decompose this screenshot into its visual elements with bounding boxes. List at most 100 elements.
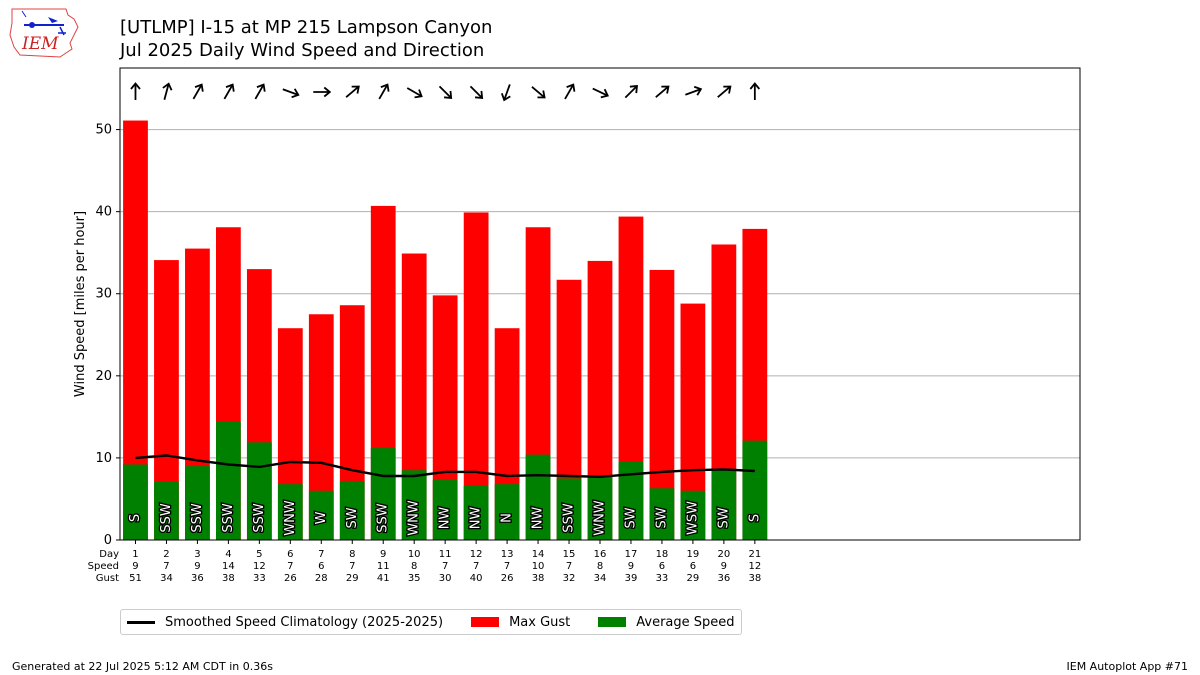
- wind-chart: S SSW SSW SSW SSW WNW W SW SSW WNW NW NW N NW SSW WNW SW…: [73, 67, 1081, 584]
- arrow-head: [380, 83, 390, 92]
- direction-label: WNW: [283, 500, 298, 536]
- legend-label-speed: Average Speed: [636, 614, 735, 630]
- direction-arrow: [531, 86, 546, 99]
- gust-label: 29: [687, 573, 700, 584]
- direction-label: SSW: [376, 503, 391, 533]
- arrow-shaft: [592, 87, 608, 97]
- arrow-head: [723, 85, 732, 94]
- arrow-head: [749, 82, 761, 90]
- direction-label: SW: [654, 507, 669, 528]
- direction-label: SSW: [252, 503, 267, 533]
- arrow-head: [291, 88, 300, 99]
- speed-bar: [246, 442, 272, 540]
- chart-title: [UTLMP] I-15 at MP 215 Lampson Canyon: [120, 17, 493, 38]
- speed-label: 7: [504, 561, 510, 572]
- speed-label: 7: [442, 561, 448, 572]
- y-tick-label: 40: [95, 205, 112, 220]
- footer-app: IEM Autoplot App #71: [1066, 660, 1189, 673]
- gust-label: 29: [346, 573, 359, 584]
- speed-bar: [277, 484, 303, 540]
- direction-arrow: [130, 82, 141, 100]
- arrow-shaft: [192, 84, 203, 100]
- speed-label: 6: [318, 561, 324, 572]
- speed-label: 7: [566, 561, 572, 572]
- y-tick-label: 0: [104, 533, 112, 548]
- arrow-head: [162, 82, 173, 91]
- day-label: 6: [287, 549, 293, 560]
- speed-bar: [123, 464, 148, 540]
- speed-bar: [556, 478, 582, 540]
- speed-bar: [649, 488, 675, 540]
- speed-label: 7: [163, 561, 169, 572]
- direction-label: SSW: [159, 503, 174, 533]
- iem-logo: IEM: [8, 5, 80, 59]
- chart-subtitle: Jul 2025 Daily Wind Speed and Direction: [120, 40, 485, 61]
- speed-label: 7: [473, 561, 479, 572]
- speed-bar: [216, 421, 241, 540]
- direction-label: SW: [716, 507, 731, 528]
- arrow-head: [225, 83, 235, 92]
- speed-bar: [525, 454, 551, 540]
- direction-arrow: [717, 85, 732, 98]
- direction-label: NW: [469, 507, 484, 530]
- gust-label: 34: [594, 573, 607, 584]
- speed-label: 9: [721, 561, 727, 572]
- y-tick-label: 20: [95, 369, 112, 384]
- direction-arrow: [624, 84, 638, 99]
- climatology-line: [135, 454, 755, 479]
- legend-label-gust: Max Gust: [509, 614, 571, 630]
- day-label: 15: [563, 549, 576, 560]
- speed-label: 11: [377, 561, 390, 572]
- speed-label: 8: [597, 561, 603, 572]
- direction-label: S: [128, 514, 143, 522]
- gust-label: 30: [439, 573, 452, 584]
- direction-label: SW: [345, 507, 360, 528]
- arrow-head: [500, 92, 511, 102]
- arrow-shaft: [469, 85, 483, 99]
- arrow-shaft: [624, 85, 638, 99]
- arrow-head: [474, 90, 484, 100]
- day-label: 21: [748, 549, 761, 560]
- x-axis-labels: 1951273439364143851233672676288729911411…: [88, 540, 761, 584]
- gust-label: 36: [718, 573, 731, 584]
- direction-label: NW: [531, 507, 546, 530]
- speed-bar: [463, 485, 489, 540]
- gust-label: 38: [532, 573, 545, 584]
- day-label: 3: [194, 549, 200, 560]
- direction-label: N: [500, 513, 515, 523]
- day-label: 5: [256, 549, 262, 560]
- direction-arrow: [162, 82, 173, 100]
- day-label: 8: [349, 549, 355, 560]
- arrow-head: [256, 83, 266, 92]
- footer-generated: Generated at 22 Jul 2025 5:12 AM CDT in …: [12, 660, 273, 673]
- svg-text:IEM: IEM: [21, 34, 59, 54]
- speed-bar: [587, 475, 613, 540]
- arrow-shaft: [503, 84, 511, 100]
- y-axis-ticks: 0 10 20 30 40 50: [95, 123, 120, 548]
- arrow-shaft: [223, 84, 234, 100]
- gust-label: 51: [129, 573, 142, 584]
- direction-label: SW: [623, 507, 638, 528]
- direction-arrow: [313, 86, 332, 98]
- row-label-gust: Gust: [96, 573, 119, 584]
- gust-bar: [463, 212, 489, 541]
- speed-bar: [711, 468, 737, 540]
- direction-arrow: [254, 83, 266, 100]
- gust-label: 26: [284, 573, 297, 584]
- speed-label: 9: [628, 561, 634, 572]
- gust-label: 40: [470, 573, 483, 584]
- speed-label: 6: [659, 561, 665, 572]
- gust-label: 38: [222, 573, 235, 584]
- direction-arrow: [282, 88, 300, 99]
- gust-label: 35: [408, 573, 421, 584]
- arrow-shaft: [345, 86, 359, 98]
- speed-bar: [308, 490, 334, 540]
- direction-label: WNW: [407, 500, 422, 536]
- speed-bar: [401, 470, 427, 540]
- arrow-head: [351, 85, 360, 94]
- direction-arrow: [592, 87, 609, 99]
- gust-label: 38: [748, 573, 761, 584]
- gust-label: 32: [563, 573, 576, 584]
- day-label: 20: [718, 549, 731, 560]
- direction-arrow: [406, 87, 423, 99]
